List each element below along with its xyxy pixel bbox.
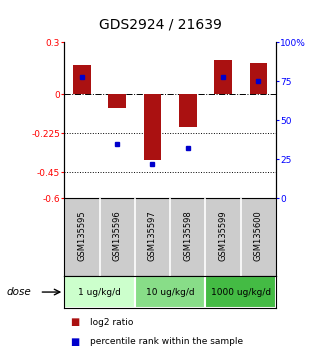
Text: dose: dose [6, 287, 31, 297]
Text: percentile rank within the sample: percentile rank within the sample [90, 337, 243, 346]
Text: GSM135596: GSM135596 [113, 210, 122, 261]
Bar [73, 65, 91, 95]
Text: 1000 ug/kg/d: 1000 ug/kg/d [211, 287, 271, 297]
Text: GSM135600: GSM135600 [254, 210, 263, 261]
Text: 10 ug/kg/d: 10 ug/kg/d [146, 287, 195, 297]
Bar [214, 60, 232, 95]
Bar [179, 95, 196, 127]
Text: 1 ug/kg/d: 1 ug/kg/d [78, 287, 121, 297]
Text: GDS2924 / 21639: GDS2924 / 21639 [99, 18, 222, 32]
Bar [64, 276, 135, 308]
Text: GSM135599: GSM135599 [219, 210, 228, 261]
Bar [249, 63, 267, 95]
Text: ■: ■ [71, 317, 80, 327]
Text: GSM135598: GSM135598 [183, 210, 192, 261]
Bar [143, 95, 161, 160]
Text: GSM135597: GSM135597 [148, 210, 157, 261]
Bar [205, 276, 276, 308]
Bar [108, 95, 126, 108]
Text: ■: ■ [71, 337, 80, 347]
Text: log2 ratio: log2 ratio [90, 318, 133, 327]
Text: GSM135595: GSM135595 [77, 210, 86, 261]
Bar [135, 276, 205, 308]
